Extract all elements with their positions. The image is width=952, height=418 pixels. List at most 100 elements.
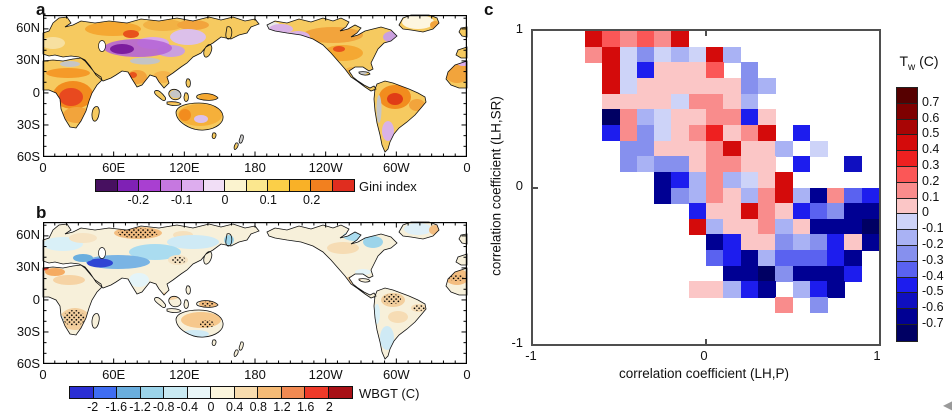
colorbar-tick-label: -0.1: [170, 193, 193, 207]
colorbar-segment: [897, 166, 917, 183]
heatmap-cell: [861, 234, 880, 251]
colorbar-tick-label: -2: [87, 400, 99, 414]
heatmap-cell: [809, 187, 828, 204]
colorbar-tick-label: -1.6: [105, 400, 128, 414]
colorbar-segment: [160, 180, 182, 191]
heatmap-cell: [723, 187, 742, 204]
colorbar-segment: [897, 261, 917, 278]
colorbar-tick-label: -0.4: [176, 400, 199, 414]
colorbar-tick-label: 1.6: [296, 400, 315, 414]
heatmap-cell: [861, 218, 880, 235]
heatmap-cell: [775, 187, 793, 204]
heatmap-cell: [792, 203, 811, 220]
heatmap-cell: [688, 93, 707, 110]
heatmap-cell: [827, 281, 845, 298]
heatmap-cell: [757, 124, 776, 142]
colorbar-tick-label: 0.8: [249, 400, 268, 414]
axis-tick: [704, 31, 707, 36]
heatmap-cell: [723, 171, 742, 188]
heatmap-cell: [619, 46, 638, 63]
heatmap-cell: [706, 93, 724, 110]
colorbar-segment: [203, 180, 225, 191]
panel-a-axis-ticks: [44, 16, 466, 156]
heatmap-cell: [844, 234, 863, 251]
heatmap-cell: [706, 171, 724, 188]
heatmap-cell: [792, 218, 811, 235]
heatmap-cell: [723, 93, 742, 110]
colorbar-segment: [246, 180, 268, 191]
heatmap-cell: [740, 250, 759, 267]
lat-tick-label: 0: [32, 84, 40, 100]
colorbar-tick-label: 1.2: [273, 400, 291, 414]
heatmap-cell: [688, 62, 707, 79]
heatmap-cell: [671, 62, 690, 79]
heatmap-cell: [671, 124, 690, 142]
heatmap-cell: [757, 140, 776, 157]
heatmap-cell: [757, 218, 776, 235]
lon-tick-label: 0: [39, 160, 47, 175]
heatmap-cell: [654, 31, 672, 48]
lon-tick-label: 180: [244, 367, 266, 382]
heatmap-cell: [757, 171, 776, 188]
heatmap-cell: [723, 234, 742, 251]
heatmap-cell: [740, 77, 759, 95]
lat-tick-label: 60N: [16, 227, 40, 242]
lon-tick-label: 0: [463, 160, 471, 175]
lon-tick-label: 60W: [382, 367, 410, 382]
heatmap-colorbar-title: Tw (C): [899, 53, 939, 73]
colorbar-tick-label: -0.1: [922, 221, 944, 236]
stipple-significance-dots: [63, 228, 465, 328]
heatmap-cell: [619, 109, 638, 126]
heatmap-cell: [706, 140, 724, 157]
colorbar-segment: [211, 387, 235, 398]
colorbar-segment: [140, 387, 164, 398]
heatmap-cell: [602, 62, 620, 79]
colorbar-segment: [897, 293, 917, 310]
heatmap-cell: [723, 281, 742, 298]
heatmap-cell: [861, 203, 880, 220]
heatmap-cell: [706, 234, 724, 251]
heatmap-cell: [671, 187, 690, 204]
colorbar-tick-label: 0.5: [922, 126, 940, 141]
heatmap-cell: [636, 31, 655, 48]
lon-tick-label: 120E: [169, 160, 200, 175]
heatmap-ytick-label: -1: [511, 335, 523, 350]
heatmap-cell: [757, 156, 776, 173]
panel-a-anomaly-patches: [43, 15, 467, 148]
colorbar-segment: [897, 198, 917, 215]
heatmap-cell: [584, 31, 603, 48]
colorbar-segment: [93, 387, 117, 398]
heatmap-cell: [654, 62, 672, 79]
colorbar-segment: [897, 324, 917, 341]
colorbar-tick-label: 0.1: [922, 189, 940, 204]
heatmap-cell: [740, 281, 759, 298]
colorbar-tick-label: 0.2: [302, 193, 321, 207]
colorbar-segment: [897, 245, 917, 262]
axis-tick: [704, 339, 707, 344]
colorbar-segment: [897, 135, 917, 152]
heatmap-cell: [792, 156, 811, 173]
colorbar-tick-label: -0.3: [922, 252, 944, 267]
heatmap-cell: [654, 140, 672, 157]
heatmap-cell: [757, 234, 776, 251]
heatmap-cell: [861, 187, 880, 204]
heatmap-cell: [706, 187, 724, 204]
heatmap-cell: [740, 234, 759, 251]
lon-tick-label: 60E: [102, 367, 126, 382]
heatmap-cell: [740, 93, 759, 110]
heatmap-cell: [706, 124, 724, 142]
heatmap-cell: [792, 250, 811, 267]
colorbar-segment: [187, 387, 211, 398]
lat-tick-label: 30S: [16, 116, 40, 132]
colorbar-tick-label: 0.2: [922, 173, 940, 188]
heatmap-cell: [636, 124, 655, 142]
heatmap-cell: [775, 265, 793, 282]
heatmap-cell: [654, 156, 672, 173]
heatmap-cell: [602, 46, 620, 63]
heatmap-cell: [654, 109, 672, 126]
colorbar-tick-label: 2: [325, 400, 333, 414]
heatmap-cell: [723, 124, 742, 142]
colorbar-tick-label: -0.6: [922, 300, 944, 315]
watermark-arrow-icon: ◀: [943, 397, 952, 414]
